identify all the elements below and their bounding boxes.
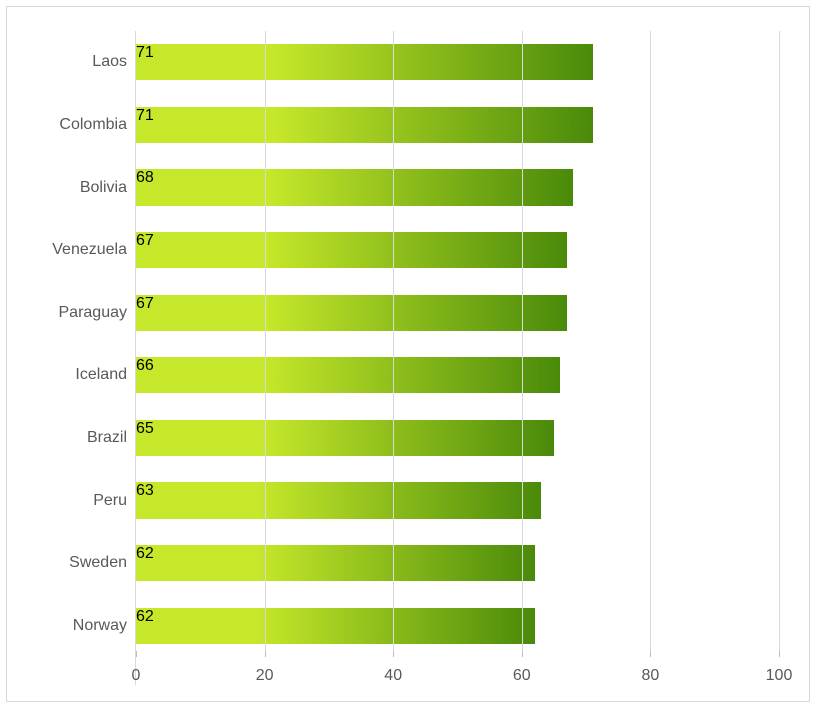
bar: 71 <box>136 107 593 143</box>
x-axis-label: 40 <box>384 667 402 685</box>
y-axis-label: Peru <box>93 492 127 510</box>
x-axis-label: 0 <box>132 667 141 685</box>
y-axis-label: Laos <box>92 53 127 71</box>
plot-area: 71716867676665636262 020406080100 <box>135 31 779 685</box>
x-axis-label: 80 <box>641 667 659 685</box>
bar: 71 <box>136 44 593 80</box>
x-tick <box>393 651 394 657</box>
x-tick <box>522 651 523 657</box>
y-axis-label: Paraguay <box>59 304 128 322</box>
bar: 67 <box>136 295 567 331</box>
gridline <box>522 31 523 657</box>
chart-container: Laos Colombia Bolivia Venezuela Paraguay Icel… <box>0 0 816 708</box>
plot-wrap: Laos Colombia Bolivia Venezuela Paraguay Icel… <box>25 31 779 685</box>
bar: 67 <box>136 232 567 268</box>
y-axis-labels: Laos Colombia Bolivia Venezuela Paraguay Icel… <box>25 31 135 685</box>
bar: 62 <box>136 608 535 644</box>
x-tick <box>650 651 651 657</box>
bar: 68 <box>136 169 573 205</box>
y-axis-label: Sweden <box>69 554 127 572</box>
gridline <box>779 31 780 657</box>
gridline <box>650 31 651 657</box>
x-axis-label: 100 <box>766 667 793 685</box>
gridline <box>265 31 266 657</box>
x-axis-label: 20 <box>256 667 274 685</box>
chart-frame: Laos Colombia Bolivia Venezuela Paraguay Icel… <box>6 6 810 702</box>
y-axis-label: Bolivia <box>80 179 127 197</box>
bar: 62 <box>136 545 535 581</box>
y-axis-label: Venezuela <box>52 241 127 259</box>
bar: 63 <box>136 482 541 518</box>
bar: 66 <box>136 357 560 393</box>
x-tick <box>779 651 780 657</box>
x-axis-label: 60 <box>513 667 531 685</box>
x-tick <box>136 651 137 657</box>
gridline <box>393 31 394 657</box>
y-axis-label: Iceland <box>75 366 127 384</box>
y-axis-label: Colombia <box>59 116 127 134</box>
bar: 65 <box>136 420 554 456</box>
y-axis-label: Brazil <box>87 429 127 447</box>
x-tick <box>265 651 266 657</box>
y-axis-label: Norway <box>73 617 127 635</box>
bars-region: 71 71 68 67 67 66 65 63 62 62 <box>136 31 779 657</box>
